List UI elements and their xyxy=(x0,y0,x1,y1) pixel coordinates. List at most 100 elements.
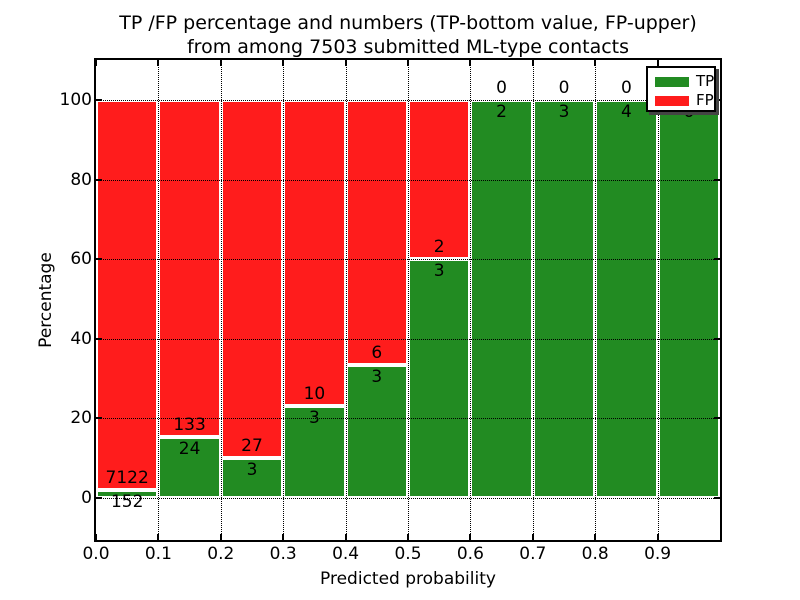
x-tick-mark-top xyxy=(407,60,409,66)
gridline-v-0.4 xyxy=(345,60,347,540)
x-tick-mark-bottom xyxy=(282,534,285,540)
x-tick-mark-top xyxy=(157,60,160,66)
fp-count-label-7: 0 xyxy=(558,78,570,98)
y-tick-mark-left xyxy=(96,497,102,499)
gridline-v-0.9 xyxy=(657,60,659,540)
bar-tp-5 xyxy=(408,259,471,498)
x-tick-label-0.6: 0.6 xyxy=(456,544,484,564)
legend-item-tp: TP xyxy=(648,72,714,91)
gridline-v-0.3 xyxy=(283,60,285,540)
tp-count-label-2: 3 xyxy=(246,460,258,481)
x-tick-mark-top xyxy=(656,60,659,66)
y-tick-mark-right xyxy=(714,497,720,499)
y-tick-label-60: 60 xyxy=(70,249,92,270)
legend-item-fp: FP xyxy=(648,91,714,110)
tp-count-label-6: 2 xyxy=(496,102,507,122)
y-tick-mark-right xyxy=(714,258,720,261)
bar-tp-8 xyxy=(595,100,658,498)
bar-tp-1 xyxy=(158,437,221,498)
legend-swatch-fp-icon xyxy=(655,95,689,106)
tp-count-label-5: 3 xyxy=(433,261,445,282)
fp-count-label-2: 27 xyxy=(241,436,263,457)
x-tick-mark-top xyxy=(594,60,597,66)
bar-tp-6 xyxy=(470,100,533,498)
gridline-v-0.7 xyxy=(532,60,534,540)
chart-title: TP /FP percentage and numbers (TP-bottom… xyxy=(58,11,758,59)
bar-fp-2 xyxy=(220,100,284,459)
x-tick-label-0.0: 0.0 xyxy=(82,544,110,564)
chart-title-line1: TP /FP percentage and numbers (TP-bottom… xyxy=(119,12,697,34)
y-tick-mark-right xyxy=(714,99,720,101)
fp-count-label-6: 0 xyxy=(496,78,507,98)
legend: TP FP xyxy=(646,66,716,112)
y-tick-mark-left xyxy=(96,99,102,101)
y-tick-label-100: 100 xyxy=(59,90,92,110)
x-tick-label-0.3: 0.3 xyxy=(269,544,297,564)
y-tick-mark-left xyxy=(96,178,102,181)
bar-fp-3 xyxy=(283,100,346,407)
y-tick-mark-left xyxy=(96,337,102,340)
plot-area: 712215213324273103632302030406 xyxy=(94,58,722,542)
tp-count-label-8: 4 xyxy=(620,102,632,122)
x-tick-mark-bottom xyxy=(594,534,597,540)
x-tick-mark-top xyxy=(469,60,472,66)
x-axis-label: Predicted probability xyxy=(320,569,496,589)
tp-count-label-3: 3 xyxy=(308,408,320,429)
bar-fp-0 xyxy=(96,100,159,490)
y-tick-mark-left xyxy=(96,417,102,420)
legend-label-fp: FP xyxy=(696,91,714,109)
y-tick-mark-right xyxy=(714,337,720,340)
legend-label-tp: TP xyxy=(696,72,715,90)
x-tick-mark-bottom xyxy=(469,534,472,540)
x-tick-mark-bottom xyxy=(157,534,160,540)
tp-count-label-4: 3 xyxy=(371,367,383,388)
bar-fp-4 xyxy=(345,100,408,366)
x-tick-label-0.4: 0.4 xyxy=(332,544,360,564)
x-tick-label-0.8: 0.8 xyxy=(581,544,609,564)
y-tick-mark-right xyxy=(714,178,720,181)
y-tick-label-20: 20 xyxy=(70,408,92,429)
legend-swatch-tp-icon xyxy=(655,76,689,87)
bar-tp-9 xyxy=(657,100,720,498)
x-tick-mark-bottom xyxy=(407,534,409,540)
gridline-v-0.5 xyxy=(408,60,409,540)
bar-tp-2 xyxy=(220,458,284,498)
bar-tp-4 xyxy=(345,365,408,498)
x-tick-mark-bottom xyxy=(531,534,534,540)
y-axis-label: Percentage xyxy=(36,252,56,348)
bar-tp-0 xyxy=(96,489,159,498)
tp-count-label-0: 152 xyxy=(110,491,144,512)
gridline-v-0.8 xyxy=(595,60,597,540)
gridline-v-0.6 xyxy=(470,60,472,540)
gridline-v-0.1 xyxy=(158,60,160,540)
y-tick-label-40: 40 xyxy=(70,328,92,349)
fp-count-label-0: 7122 xyxy=(105,467,149,488)
y-tick-label-0: 0 xyxy=(81,488,92,508)
bar-tp-3 xyxy=(283,406,346,498)
x-tick-label-0.7: 0.7 xyxy=(519,544,547,564)
bar-fp-1 xyxy=(158,100,221,438)
x-tick-mark-top xyxy=(96,60,97,66)
tp-count-label-9: 6 xyxy=(683,102,695,122)
tp-count-label-7: 3 xyxy=(558,102,570,122)
x-tick-mark-top xyxy=(531,60,534,66)
y-tick-label-80: 80 xyxy=(70,169,92,190)
tp-count-label-1: 24 xyxy=(178,439,201,460)
x-tick-label-0.1: 0.1 xyxy=(144,544,172,564)
x-tick-mark-top xyxy=(219,60,222,66)
x-tick-mark-bottom xyxy=(219,534,222,540)
x-tick-label-0.9: 0.9 xyxy=(644,544,672,564)
chart-title-line2: from among 7503 submitted ML-type contac… xyxy=(186,36,630,58)
x-tick-mark-top xyxy=(282,60,285,66)
y-tick-mark-right xyxy=(714,417,720,420)
x-tick-label-0.5: 0.5 xyxy=(394,544,422,564)
fp-count-label-5: 2 xyxy=(433,237,445,258)
x-tick-mark-bottom xyxy=(96,534,97,540)
fp-count-label-4: 6 xyxy=(371,343,383,364)
y-tick-mark-left xyxy=(96,258,102,261)
x-tick-mark-bottom xyxy=(344,534,347,540)
bar-tp-7 xyxy=(532,100,596,498)
gridline-v-0.2 xyxy=(220,60,222,540)
x-tick-label-0.2: 0.2 xyxy=(207,544,235,564)
